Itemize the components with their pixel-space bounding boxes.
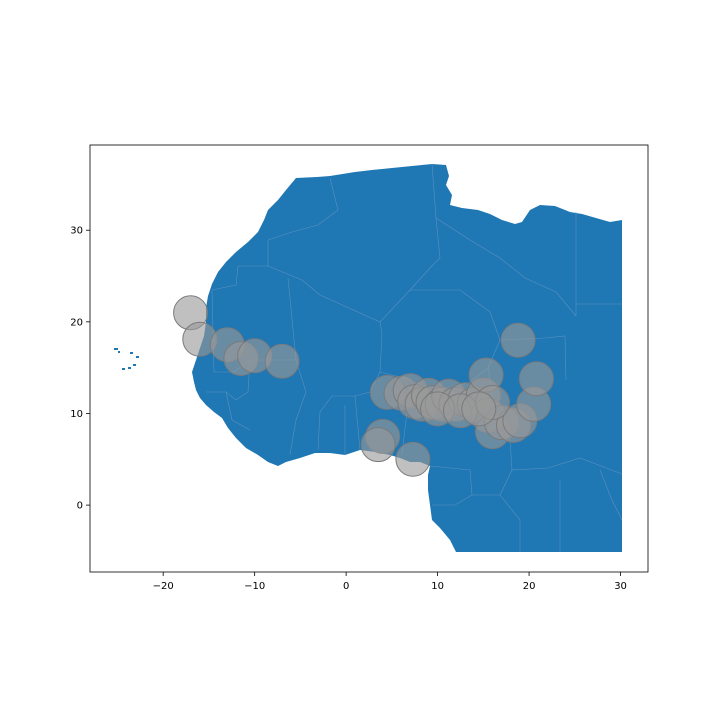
- x-tick-label: 20: [523, 581, 536, 592]
- x-tick-label: 0: [343, 581, 349, 592]
- data-point-5: [264, 343, 300, 379]
- bioko-island: [430, 480, 434, 486]
- data-point-34: [461, 391, 497, 427]
- y-tick-label: 20: [70, 317, 83, 328]
- x-tick-label: −10: [244, 581, 265, 592]
- africa-landmass: [192, 164, 622, 552]
- y-tick-label: 10: [70, 409, 83, 420]
- x-tick-label: 10: [431, 581, 444, 592]
- data-point-25: [500, 322, 536, 358]
- y-axis: 0 10 20 30: [70, 226, 90, 512]
- y-tick-label: 30: [70, 226, 83, 237]
- data-point-29: [360, 427, 396, 463]
- axes-frame: [89, 144, 649, 573]
- data-point-27: [518, 361, 554, 397]
- data-point-30: [395, 441, 431, 477]
- cape-verde-islands: [114, 348, 139, 370]
- x-tick-label: 30: [614, 581, 627, 592]
- x-axis: −20 −10 0 10 20 30: [153, 572, 627, 592]
- x-tick-label: −20: [153, 581, 174, 592]
- y-tick-label: 0: [77, 501, 83, 512]
- land-region: [114, 163, 623, 552]
- data-markers: [173, 295, 554, 477]
